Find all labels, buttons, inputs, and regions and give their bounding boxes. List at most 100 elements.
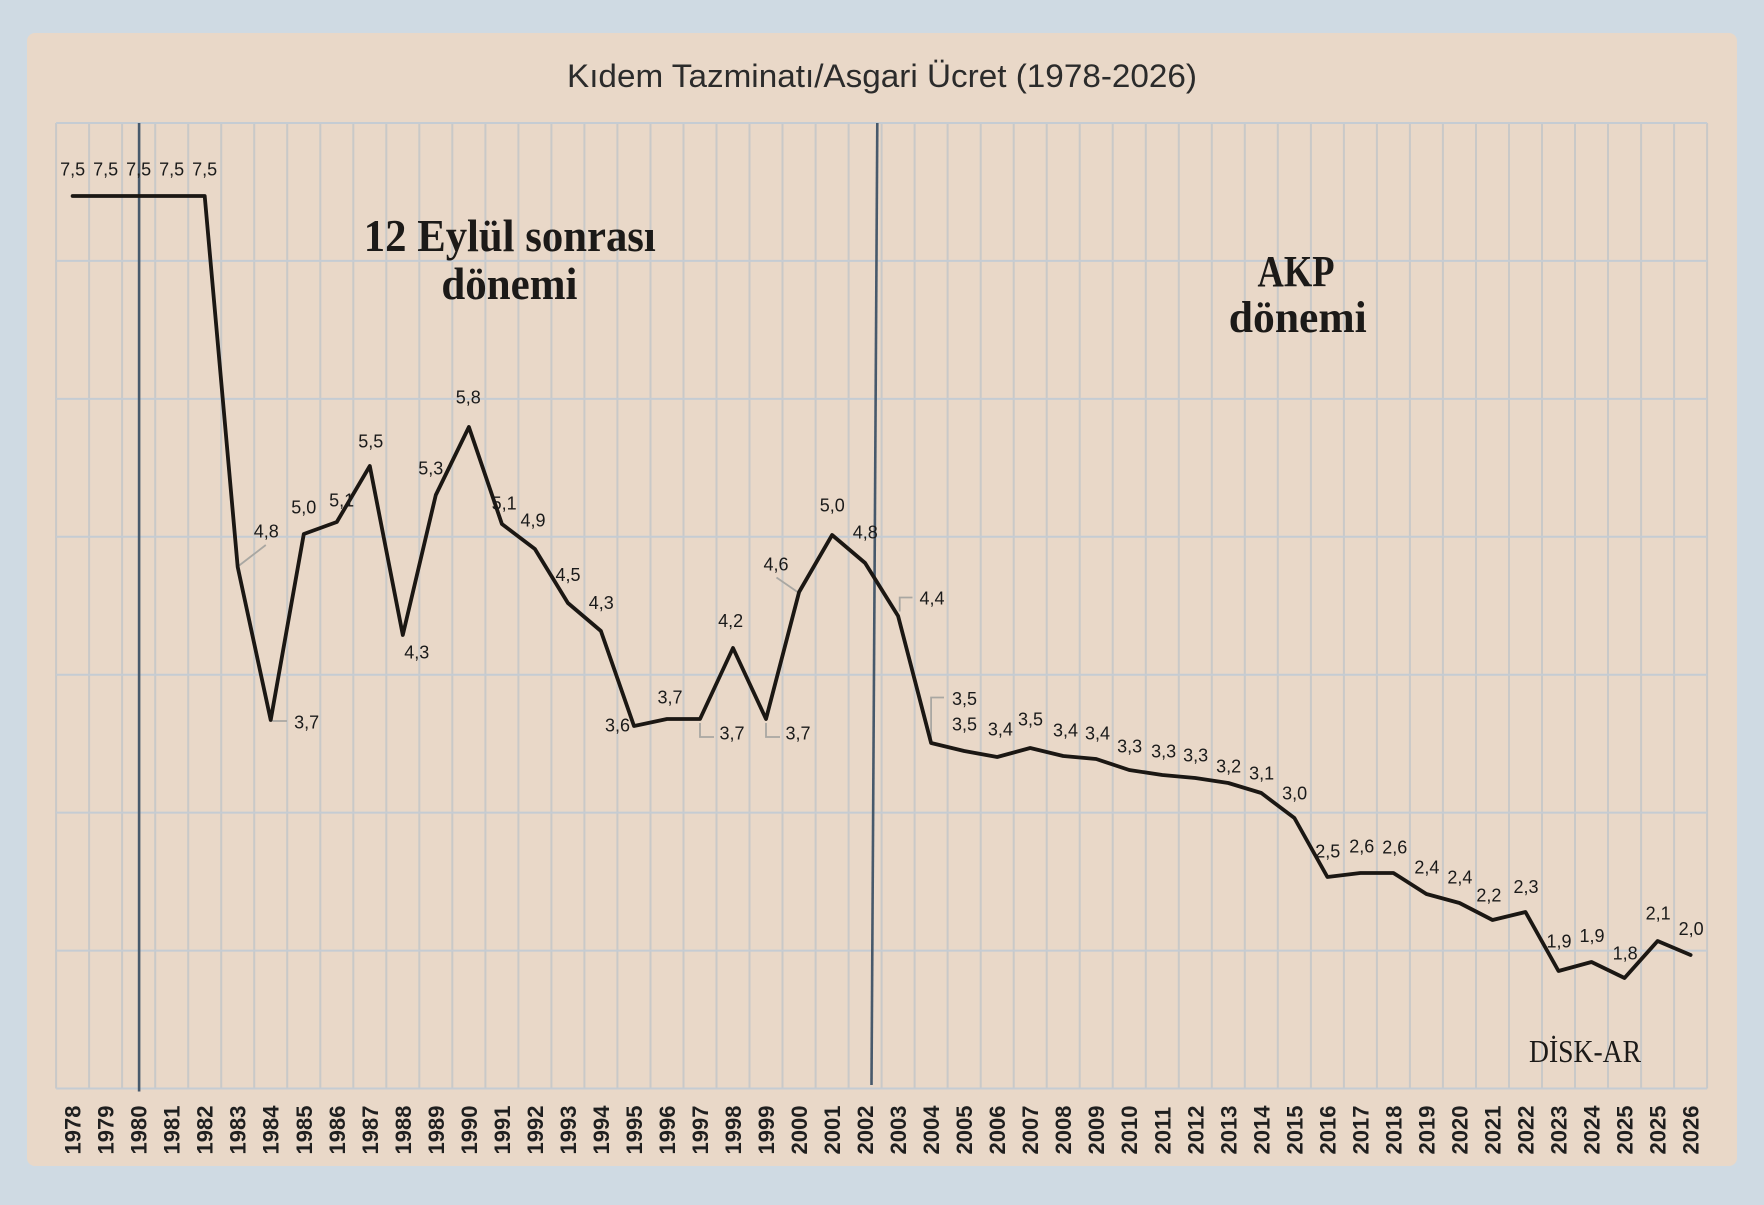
svg-text:2013: 2013 (1216, 1106, 1241, 1155)
svg-text:4,4: 4,4 (919, 589, 944, 609)
svg-text:2,3: 2,3 (1513, 877, 1538, 897)
svg-text:Kıdem Tazminatı/Asgari Ücret (: Kıdem Tazminatı/Asgari Ücret (1978-2026) (567, 58, 1197, 94)
svg-text:2014: 2014 (1249, 1105, 1274, 1155)
svg-text:2007: 2007 (1018, 1106, 1043, 1155)
svg-text:5,3: 5,3 (418, 459, 443, 479)
svg-text:12 Eylül sonrası: 12 Eylül sonrası (364, 211, 656, 261)
svg-text:3,4: 3,4 (988, 720, 1013, 740)
svg-text:1994: 1994 (589, 1105, 614, 1155)
svg-text:3,5: 3,5 (1018, 710, 1043, 730)
svg-text:2016: 2016 (1315, 1106, 1340, 1155)
svg-text:2021: 2021 (1481, 1106, 1506, 1155)
svg-text:1988: 1988 (391, 1106, 416, 1155)
svg-text:3,1: 3,1 (1249, 764, 1274, 784)
svg-text:4,3: 4,3 (404, 643, 429, 663)
svg-text:1983: 1983 (226, 1106, 251, 1155)
svg-text:2011: 2011 (1150, 1107, 1175, 1155)
svg-text:1980: 1980 (127, 1106, 152, 1155)
svg-text:7,5: 7,5 (159, 160, 184, 180)
svg-text:2018: 2018 (1381, 1106, 1406, 1155)
svg-text:3,6: 3,6 (605, 716, 630, 736)
svg-text:1984: 1984 (259, 1105, 284, 1155)
svg-text:1997: 1997 (688, 1106, 713, 1155)
svg-text:1,9: 1,9 (1546, 932, 1571, 952)
svg-text:2,4: 2,4 (1414, 858, 1439, 878)
svg-text:1996: 1996 (655, 1106, 680, 1155)
svg-text:1990: 1990 (457, 1106, 482, 1155)
svg-text:1979: 1979 (94, 1106, 119, 1155)
svg-text:dönemi: dönemi (1229, 293, 1367, 342)
svg-text:2006: 2006 (985, 1106, 1010, 1155)
svg-text:2009: 2009 (1084, 1106, 1109, 1155)
svg-text:1982: 1982 (193, 1106, 218, 1155)
svg-text:3,7: 3,7 (719, 724, 744, 744)
svg-text:1985: 1985 (292, 1106, 317, 1155)
svg-text:2017: 2017 (1348, 1106, 1373, 1155)
svg-text:2026: 2026 (1679, 1106, 1704, 1155)
svg-text:5,8: 5,8 (456, 388, 481, 408)
svg-text:1992: 1992 (523, 1106, 548, 1155)
svg-text:5,5: 5,5 (358, 432, 383, 452)
svg-text:3,5: 3,5 (952, 689, 977, 709)
svg-text:2025: 2025 (1646, 1106, 1671, 1155)
svg-text:3,3: 3,3 (1117, 737, 1142, 757)
svg-text:3,4: 3,4 (1085, 724, 1110, 744)
svg-text:2019: 2019 (1414, 1106, 1439, 1155)
svg-text:1978: 1978 (61, 1106, 86, 1155)
svg-text:2022: 2022 (1514, 1106, 1539, 1155)
svg-text:4,3: 4,3 (589, 593, 614, 613)
svg-text:1989: 1989 (424, 1106, 449, 1155)
svg-text:3,5: 3,5 (952, 715, 977, 735)
svg-text:2,6: 2,6 (1349, 837, 1374, 857)
svg-text:7,5: 7,5 (126, 160, 151, 180)
svg-text:2000: 2000 (787, 1106, 812, 1155)
svg-text:1995: 1995 (622, 1106, 647, 1155)
svg-text:2,0: 2,0 (1679, 919, 1704, 939)
svg-text:dönemi: dönemi (441, 259, 577, 309)
svg-text:3,0: 3,0 (1282, 784, 1307, 804)
svg-text:DİSK-AR: DİSK-AR (1529, 1033, 1642, 1069)
svg-text:3,7: 3,7 (294, 713, 319, 733)
svg-text:1991: 1991 (490, 1106, 515, 1155)
svg-text:3,3: 3,3 (1183, 746, 1208, 766)
svg-text:4,8: 4,8 (853, 523, 878, 543)
svg-text:2008: 2008 (1051, 1106, 1076, 1155)
svg-text:1993: 1993 (556, 1106, 581, 1155)
svg-text:7,5: 7,5 (93, 160, 118, 180)
svg-text:AKP: AKP (1258, 247, 1335, 296)
svg-text:1987: 1987 (358, 1106, 383, 1155)
svg-text:4,6: 4,6 (763, 555, 788, 575)
svg-text:2,2: 2,2 (1476, 886, 1501, 906)
svg-text:3,3: 3,3 (1151, 742, 1176, 762)
svg-text:2004: 2004 (919, 1105, 944, 1155)
svg-text:2010: 2010 (1117, 1106, 1142, 1155)
svg-text:3,7: 3,7 (785, 724, 810, 744)
svg-text:5,1: 5,1 (492, 494, 517, 514)
svg-text:1999: 1999 (754, 1106, 779, 1155)
svg-text:2,1: 2,1 (1646, 904, 1671, 924)
svg-text:2001: 2001 (820, 1106, 845, 1155)
svg-text:2,4: 2,4 (1447, 868, 1472, 888)
svg-text:3,7: 3,7 (657, 688, 682, 708)
svg-text:5,0: 5,0 (291, 498, 316, 518)
svg-text:4,5: 4,5 (555, 565, 580, 585)
svg-text:1981: 1981 (160, 1106, 185, 1155)
svg-text:2005: 2005 (952, 1106, 977, 1155)
svg-text:5,0: 5,0 (820, 496, 845, 516)
svg-text:2003: 2003 (886, 1106, 911, 1155)
svg-text:2025: 2025 (1613, 1106, 1638, 1155)
svg-text:5,1: 5,1 (329, 491, 354, 511)
svg-text:2,6: 2,6 (1382, 838, 1407, 858)
svg-text:3,2: 3,2 (1216, 757, 1241, 777)
svg-text:7,5: 7,5 (192, 160, 217, 180)
svg-text:1998: 1998 (721, 1106, 746, 1155)
svg-text:2020: 2020 (1448, 1106, 1473, 1155)
svg-text:2023: 2023 (1547, 1106, 1572, 1155)
svg-text:1986: 1986 (325, 1106, 350, 1155)
svg-text:2,5: 2,5 (1315, 842, 1340, 862)
svg-text:4,2: 4,2 (718, 611, 743, 631)
svg-text:4,9: 4,9 (520, 511, 545, 531)
svg-text:1,9: 1,9 (1579, 926, 1604, 946)
svg-text:2024: 2024 (1580, 1105, 1605, 1155)
svg-text:3,4: 3,4 (1053, 721, 1078, 741)
